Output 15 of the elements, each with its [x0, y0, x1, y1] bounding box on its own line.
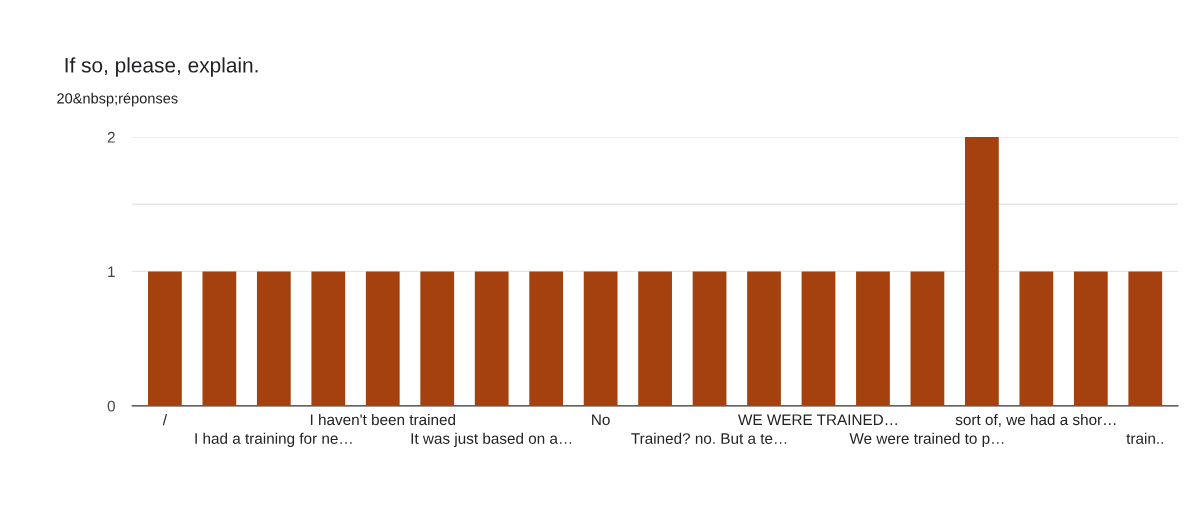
- x-tick-label: No: [592, 414, 610, 426]
- x-tick-label: Trained? no. But a te…: [631, 432, 787, 444]
- chart-subtitle: 20&nbsp;réponses: [57, 92, 178, 107]
- x-tick-label: sort of, we had a shor…: [955, 413, 1116, 427]
- chart-title: If so, please, explain.: [65, 57, 258, 77]
- x-tick-label: WE WERE TRAINED…: [738, 414, 897, 425]
- x-tick-label: We were trained to p…: [849, 432, 1004, 447]
- y-tick-label: 1: [108, 266, 115, 277]
- x-tick-label: It was just based on a…: [411, 432, 572, 447]
- x-tick-label: I haven't been trained: [310, 413, 456, 426]
- y-tick-label: 2: [107, 131, 115, 143]
- x-tick-label: train..: [1126, 432, 1163, 444]
- y-tick-label: 0: [107, 400, 115, 412]
- x-tick-label: /: [162, 413, 168, 426]
- x-tick-label: I had a training for ne…: [195, 432, 352, 447]
